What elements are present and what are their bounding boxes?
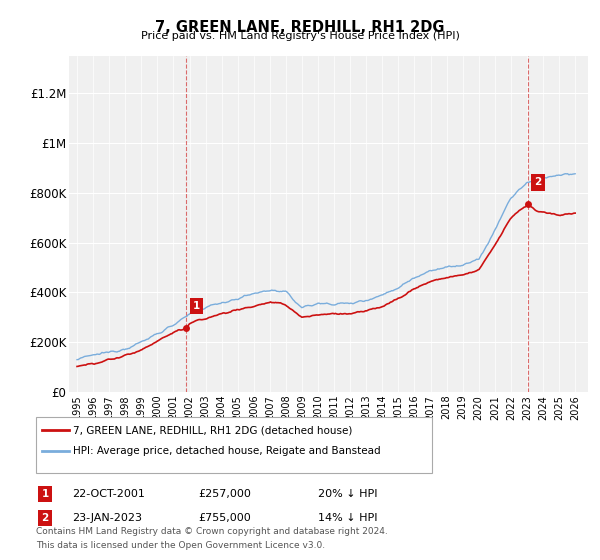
- Text: 2: 2: [535, 178, 542, 188]
- Text: 7, GREEN LANE, REDHILL, RH1 2DG (detached house): 7, GREEN LANE, REDHILL, RH1 2DG (detache…: [73, 425, 353, 435]
- Text: 23-JAN-2023: 23-JAN-2023: [72, 513, 142, 523]
- Text: This data is licensed under the Open Government Licence v3.0.: This data is licensed under the Open Gov…: [36, 541, 325, 550]
- Text: 14% ↓ HPI: 14% ↓ HPI: [318, 513, 377, 523]
- Text: 20% ↓ HPI: 20% ↓ HPI: [318, 489, 377, 499]
- Text: 1: 1: [41, 489, 49, 499]
- Text: 2: 2: [41, 513, 49, 523]
- Text: Price paid vs. HM Land Registry's House Price Index (HPI): Price paid vs. HM Land Registry's House …: [140, 31, 460, 41]
- Text: £257,000: £257,000: [198, 489, 251, 499]
- Text: 22-OCT-2001: 22-OCT-2001: [72, 489, 145, 499]
- Text: 7, GREEN LANE, REDHILL, RH1 2DG: 7, GREEN LANE, REDHILL, RH1 2DG: [155, 20, 445, 35]
- Text: 1: 1: [193, 301, 200, 311]
- Text: £755,000: £755,000: [198, 513, 251, 523]
- Text: HPI: Average price, detached house, Reigate and Banstead: HPI: Average price, detached house, Reig…: [73, 446, 381, 456]
- Text: Contains HM Land Registry data © Crown copyright and database right 2024.: Contains HM Land Registry data © Crown c…: [36, 528, 388, 536]
